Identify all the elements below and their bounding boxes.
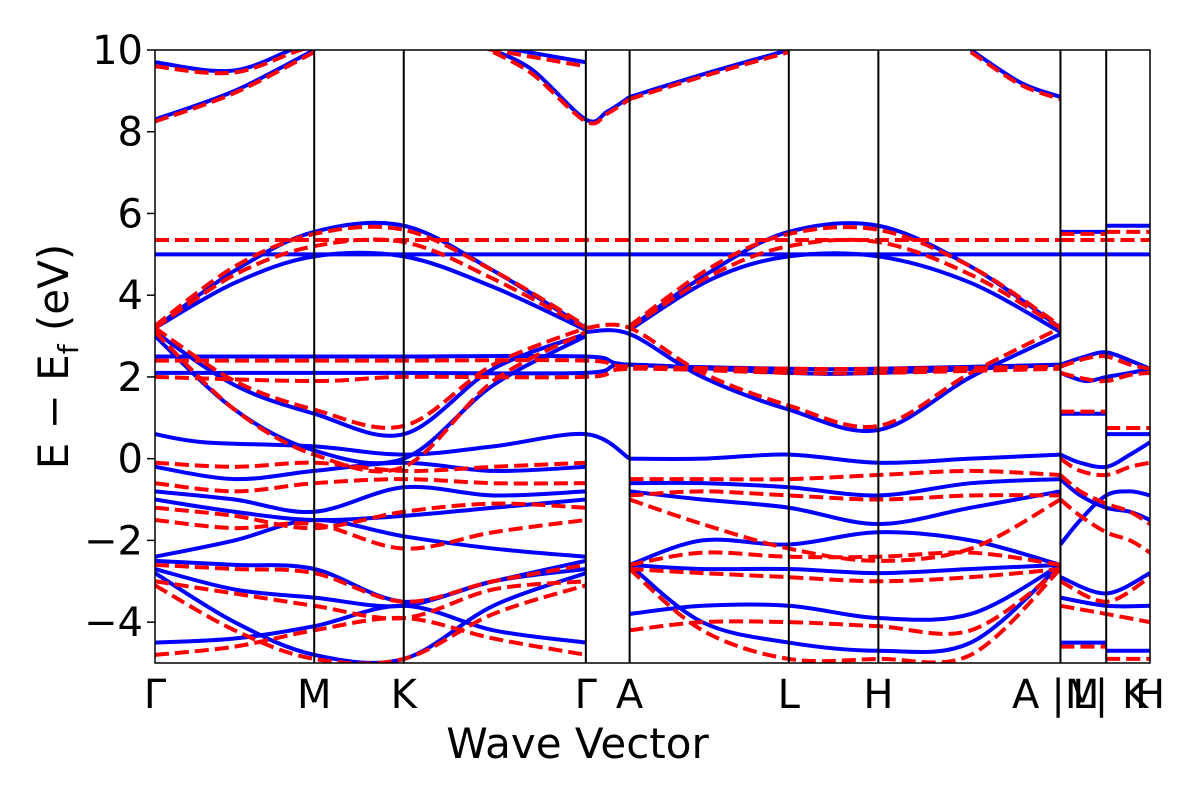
dashed-band-15 bbox=[155, 460, 586, 474]
solid-band-30 bbox=[628, 563, 1062, 655]
solid-band-29 bbox=[629, 563, 1062, 622]
y-tick-label-6: 8 bbox=[118, 110, 143, 156]
dashed-band-1 bbox=[155, 50, 316, 124]
plot-area bbox=[155, 50, 1150, 663]
solid-band-21 bbox=[629, 477, 1061, 498]
solid-band-22 bbox=[629, 489, 1061, 527]
y-tick-label-7: 10 bbox=[92, 28, 143, 74]
x-tick-label-2: K bbox=[391, 672, 419, 718]
dashed-band-7 bbox=[155, 237, 587, 330]
solid-band-7 bbox=[155, 250, 587, 332]
y-tick-label-5: 6 bbox=[118, 191, 143, 237]
dashed-band-25 bbox=[155, 615, 587, 657]
x-tick-label-11: H bbox=[1135, 672, 1165, 718]
solid-band-17 bbox=[155, 460, 586, 482]
x-axis-title: Wave Vector bbox=[446, 719, 709, 768]
dashed-band-12 bbox=[585, 322, 1062, 429]
x-tick-label-1: M bbox=[297, 672, 332, 718]
solid-band-12 bbox=[585, 328, 1062, 434]
x-tick-label-4: A bbox=[616, 672, 644, 718]
y-axis-title-sub: f bbox=[52, 343, 85, 354]
dashed-band-27 bbox=[629, 567, 1061, 584]
x-tick-label-0: Γ bbox=[144, 672, 167, 718]
dashed-band-28 bbox=[629, 567, 1062, 636]
y-tick-label-0: −4 bbox=[84, 600, 143, 646]
dashed-band-9 bbox=[628, 237, 1062, 330]
dashed-band-8 bbox=[628, 225, 1062, 328]
solid-band-10 bbox=[155, 330, 587, 438]
x-tick-label-10: K bbox=[1122, 672, 1150, 718]
dashed-band-26 bbox=[155, 583, 587, 663]
y-tick-label-2: 0 bbox=[118, 437, 143, 483]
solid-band-19 bbox=[155, 497, 587, 523]
x-tick-label-9: L| bbox=[1072, 672, 1108, 718]
solid-band-0 bbox=[155, 50, 587, 74]
y-axis-title: E − Ef (eV) bbox=[29, 244, 85, 470]
dashed-band-6 bbox=[155, 224, 587, 328]
dashed-band-39 bbox=[1059, 497, 1150, 555]
solid-band-9 bbox=[628, 251, 1062, 334]
dashed-band-29 bbox=[628, 567, 1062, 663]
x-tick-label-6: H bbox=[863, 672, 893, 718]
solid-band-1 bbox=[155, 50, 316, 122]
dashed-band-20 bbox=[629, 489, 1061, 502]
x-tick-label-7: A bbox=[1012, 672, 1040, 718]
dashed-band-2 bbox=[492, 50, 631, 126]
y-axis-title-main: E − E bbox=[29, 354, 78, 469]
solid-band-16 bbox=[629, 452, 1061, 465]
x-tick-label-3: Γ bbox=[575, 672, 598, 718]
solid-band-18 bbox=[155, 484, 586, 515]
dashed-band-22 bbox=[629, 550, 1061, 567]
dashed-band-3 bbox=[629, 50, 790, 101]
solid-band-4 bbox=[969, 50, 1062, 99]
dashed-band-18 bbox=[155, 517, 587, 551]
dashed-band-19 bbox=[629, 468, 1061, 482]
y-tick-label-4: 4 bbox=[118, 273, 143, 319]
y-axis-title-unit: (eV) bbox=[29, 244, 78, 345]
solid-band-25 bbox=[155, 567, 587, 609]
x-tick-label-8: |M bbox=[1051, 672, 1099, 718]
dashed-band-4 bbox=[969, 50, 1062, 101]
dashed-band-38 bbox=[1059, 473, 1150, 526]
solid-band-28 bbox=[629, 562, 1061, 576]
x-tick-label-5: L bbox=[778, 672, 801, 718]
dashed-band-17 bbox=[155, 501, 586, 531]
dashed-band-16 bbox=[155, 477, 586, 494]
solid-band-26 bbox=[155, 603, 587, 645]
y-tick-label-1: −2 bbox=[84, 518, 143, 564]
plot-frame bbox=[154, 49, 1151, 664]
solid-band-20 bbox=[155, 517, 587, 559]
y-tick-label-3: 2 bbox=[118, 355, 143, 401]
